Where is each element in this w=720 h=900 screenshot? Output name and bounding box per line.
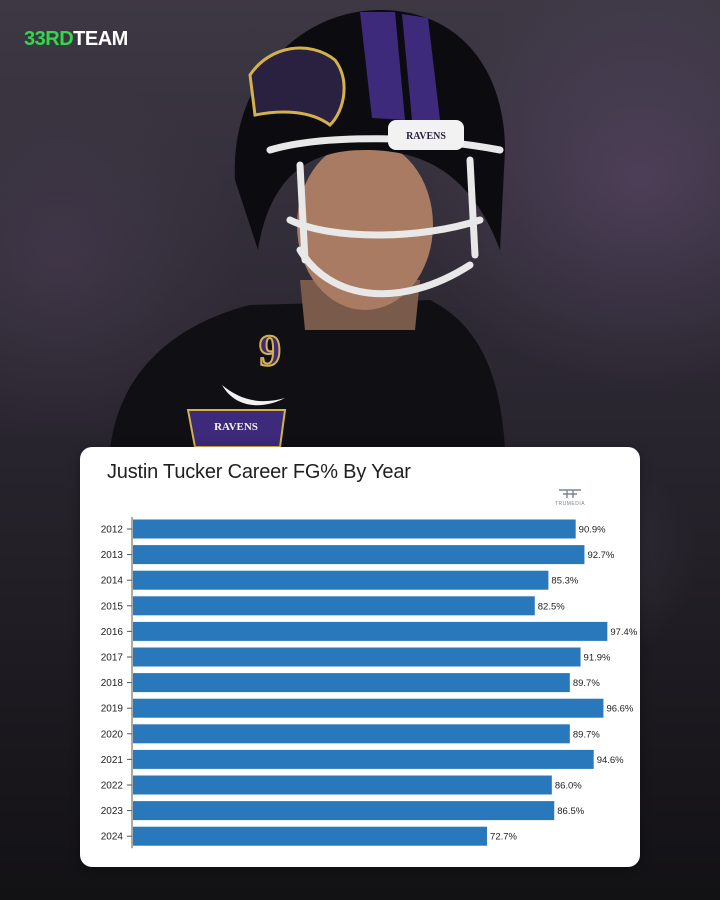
bar-value-label: 89.7% <box>573 729 600 740</box>
source-logo-text: TRUMEDIA <box>555 501 585 507</box>
bar <box>133 570 549 590</box>
y-tick-label: 2024 <box>101 832 124 843</box>
jersey-number: 9 <box>259 326 281 375</box>
bar-value-label: 86.5% <box>557 806 584 817</box>
bar <box>133 775 552 795</box>
helmet-bumper <box>388 120 464 150</box>
y-tick-label: 2012 <box>101 525 124 536</box>
bar-value-label: 85.3% <box>551 576 578 587</box>
bar-value-label: 89.7% <box>573 678 600 689</box>
brand-logo-number: 33RD <box>24 28 74 50</box>
bar <box>133 698 604 718</box>
bar-value-label: 92.7% <box>587 550 614 561</box>
y-tick-label: 2016 <box>101 627 124 638</box>
bar <box>133 647 581 667</box>
bar-chart: 2012 90.9% 2013 92.7% 2014 85.3% 2015 82.5% 2016… <box>101 517 638 849</box>
y-tick-label: 2018 <box>101 678 124 689</box>
brand-logo: 33RDTEAM <box>24 28 128 50</box>
bar-value-label: 94.6% <box>597 755 624 766</box>
bar <box>133 801 555 821</box>
y-tick-label: 2021 <box>101 755 124 766</box>
bar <box>133 724 570 744</box>
bar <box>133 826 488 846</box>
raven-logo <box>248 46 346 127</box>
chart-title: Justin Tucker Career FG% By Year <box>107 461 411 483</box>
bar-value-label: 72.7% <box>490 832 517 843</box>
helmet-stripe <box>402 14 440 120</box>
bar-value-label: 90.9% <box>579 525 606 536</box>
brand-logo-word: TEAM <box>73 28 128 50</box>
face-mask <box>266 135 504 298</box>
source-logo: TRUMEDIA <box>555 489 585 507</box>
y-tick-label: 2022 <box>101 781 124 792</box>
y-tick-label: 2014 <box>101 576 124 587</box>
bar-value-label: 97.4% <box>610 627 637 638</box>
shoulder-patch-text: RAVENS <box>214 421 258 433</box>
source-logo-mark <box>559 489 581 498</box>
helmet-text: RAVENS <box>406 131 446 142</box>
bar-value-label: 82.5% <box>538 601 565 612</box>
bar-value-label: 96.6% <box>606 704 633 715</box>
bar <box>133 749 594 769</box>
helmet-stripe <box>360 12 405 120</box>
y-tick-label: 2017 <box>101 653 124 664</box>
bar <box>133 673 570 693</box>
bar <box>133 519 576 539</box>
swoosh-logo <box>222 385 285 406</box>
y-tick-label: 2019 <box>101 704 124 715</box>
bar-value-label: 91.9% <box>584 653 611 664</box>
bar <box>133 545 585 565</box>
bar <box>133 596 535 616</box>
face <box>297 140 433 310</box>
bar <box>133 621 608 641</box>
y-tick-label: 2015 <box>101 601 124 612</box>
y-tick-label: 2013 <box>101 550 124 561</box>
chart-card: Justin Tucker Career FG% By Year TRUMEDI… <box>80 447 640 867</box>
y-tick-label: 2020 <box>101 729 124 740</box>
bar-value-label: 86.0% <box>555 781 582 792</box>
y-tick-label: 2023 <box>101 806 124 817</box>
